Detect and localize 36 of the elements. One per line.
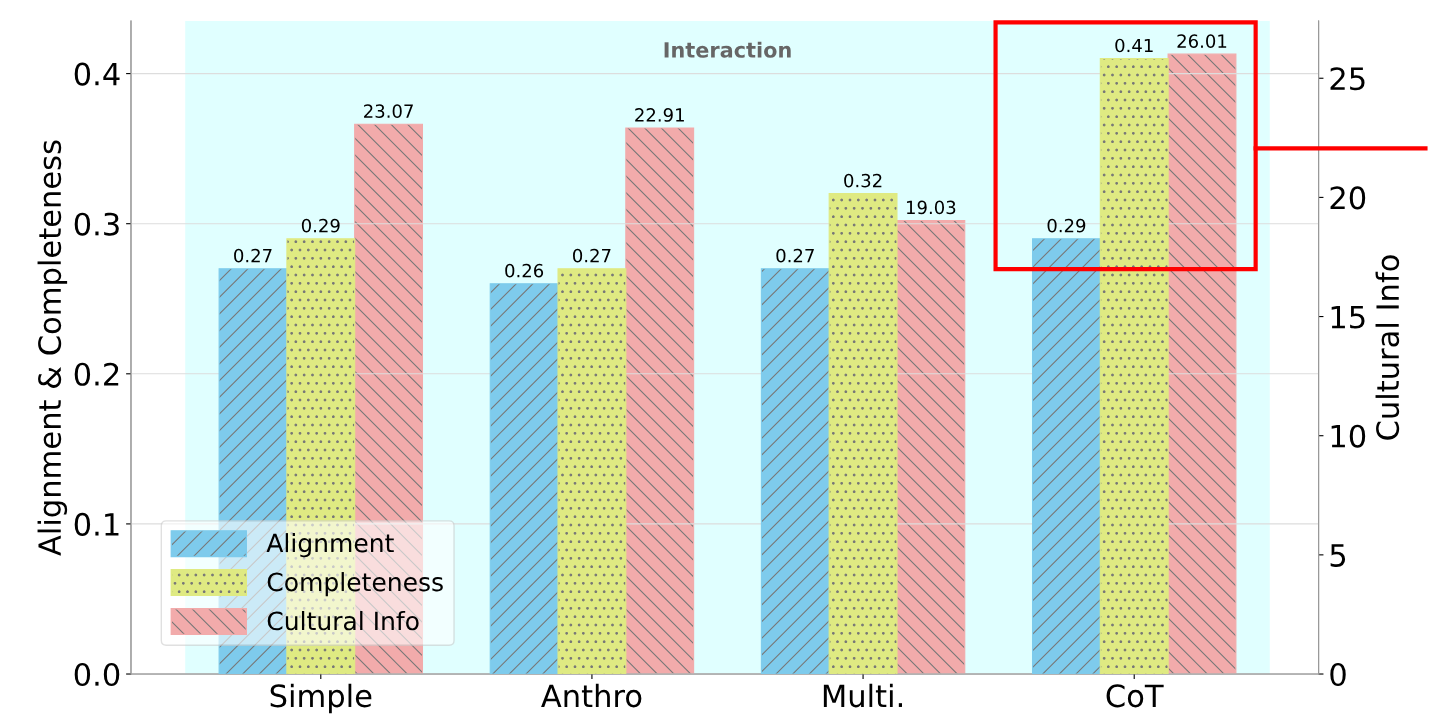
bar <box>1031 238 1101 675</box>
legend-label: Cultural Info <box>267 611 419 631</box>
y-tick-label: 0.1 <box>74 512 119 536</box>
data-label: 0.27 <box>573 248 611 263</box>
y2-tick-label: 25 <box>1330 67 1365 91</box>
data-label: 0.29 <box>301 218 340 233</box>
data-label: 26.01 <box>1177 34 1227 48</box>
data-label: 0.41 <box>1115 38 1153 53</box>
data-label: 0.32 <box>844 173 882 188</box>
y2-axis-title: Cultural Info <box>1375 255 1400 440</box>
data-label: 23.07 <box>364 104 413 118</box>
data-label: 0.26 <box>505 263 544 278</box>
annotation: Interaction <box>664 41 791 58</box>
y-axis-title: Alignment & Completeness <box>37 140 68 556</box>
x-tick-label: Anthro <box>541 683 642 708</box>
bar <box>760 268 830 675</box>
data-label: 0.27 <box>234 248 272 263</box>
y-tick-label: 0.2 <box>74 362 119 386</box>
x-tick-label: CoT <box>1106 684 1164 708</box>
data-label: 0.29 <box>1047 218 1086 233</box>
x-tick-label: Simple <box>270 683 372 714</box>
y2-tick-label: 10 <box>1331 424 1366 448</box>
y2-tick-label: 15 <box>1331 305 1365 329</box>
y-tick-label: 0.3 <box>74 212 119 236</box>
y-tick-label: 0.4 <box>74 62 120 86</box>
y2-tick-label: 0 <box>1330 662 1346 687</box>
x-tick-label: Multi. <box>823 683 902 708</box>
y-tick-label: 0.0 <box>74 662 120 687</box>
y2-tick-label: 5 <box>1330 544 1346 567</box>
data-label: 0.27 <box>776 248 814 263</box>
y2-tick-label: 20 <box>1330 186 1366 210</box>
bar <box>489 283 559 675</box>
legend-label: Alignment <box>266 533 394 558</box>
legend-label: Completeness <box>267 572 443 597</box>
data-label: 19.03 <box>907 200 956 215</box>
data-label: 22.91 <box>635 108 684 122</box>
